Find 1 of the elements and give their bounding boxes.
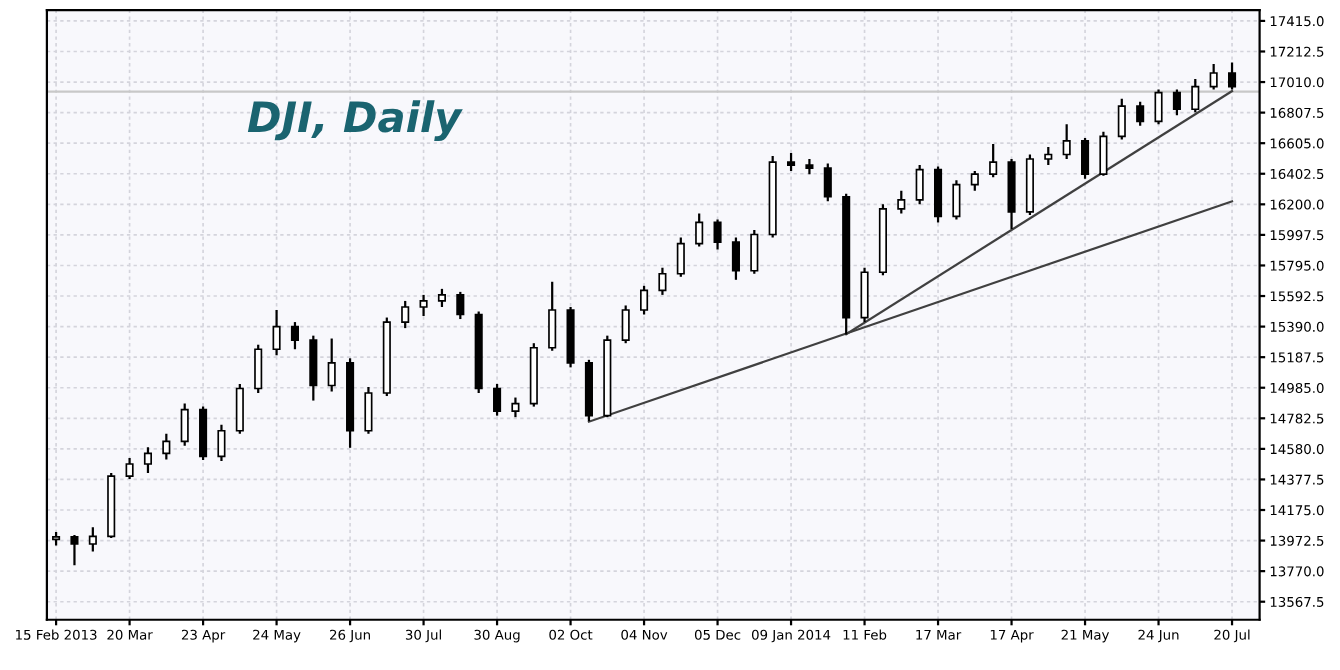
text: DJI, Daily [247, 100, 463, 141]
